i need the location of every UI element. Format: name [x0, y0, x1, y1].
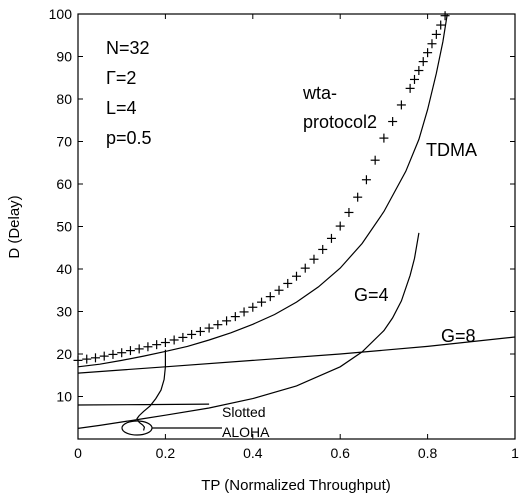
y-axis-ticks: 10 20 30 40 50 60 70 80 90 100 [49, 6, 515, 405]
data-point [353, 192, 363, 202]
data-point [388, 117, 398, 127]
data-point [82, 354, 92, 364]
data-point [160, 338, 170, 348]
data-point [178, 332, 188, 342]
data-point [283, 278, 293, 288]
data-point [143, 342, 153, 352]
x-tick-label: 1 [511, 445, 519, 461]
series-wta-protocol2 [73, 11, 450, 365]
data-point [396, 100, 406, 110]
data-point [204, 323, 214, 333]
x-axis-ticks: 0 0.2 0.4 0.6 0.8 1 [74, 14, 519, 461]
y-tick-label: 20 [56, 346, 72, 362]
y-tick-label: 100 [49, 6, 73, 22]
data-point [423, 48, 433, 58]
y-tick-label: 10 [56, 389, 72, 405]
label-aloha-line1: Slotted [222, 404, 266, 420]
label-g8: G=8 [441, 326, 476, 346]
data-point [125, 346, 135, 356]
param-p: p=0.5 [106, 128, 152, 148]
data-point [440, 11, 450, 21]
data-point [431, 29, 441, 39]
y-tick-label: 90 [56, 49, 72, 65]
data-point [239, 307, 249, 317]
y-tick-label: 40 [56, 261, 72, 277]
x-axis-title: TP (Normalized Throughput) [201, 477, 391, 494]
data-point [213, 320, 223, 330]
label-g4: G=4 [354, 285, 389, 305]
param-n: N=32 [106, 38, 150, 58]
data-point [248, 302, 258, 312]
param-l: L=4 [106, 98, 137, 118]
series-line-flat [77, 403, 210, 406]
y-tick-label: 60 [56, 176, 72, 192]
x-tick-label: 0 [74, 445, 82, 461]
data-point [326, 233, 336, 243]
y-tick-label: 50 [56, 219, 72, 235]
data-point [409, 74, 419, 84]
data-point [222, 316, 232, 326]
data-point [187, 329, 197, 339]
data-point [117, 348, 127, 358]
x-tick-label: 0.4 [243, 445, 263, 461]
x-tick-label: 0.8 [418, 445, 438, 461]
data-point [134, 344, 144, 354]
x-tick-label: 0.6 [330, 445, 350, 461]
y-tick-label: 70 [56, 134, 72, 150]
y-tick-label: 30 [56, 304, 72, 320]
label-aloha-line2: ALOHA [222, 424, 270, 440]
aloha-marker-ellipse [121, 420, 153, 436]
data-point [169, 335, 179, 345]
series-line-g-4 [77, 232, 420, 429]
label-wta-line2: protocol2 [303, 112, 377, 132]
data-point [405, 83, 415, 93]
data-point [436, 20, 446, 30]
series-line-g-8 [77, 336, 516, 374]
data-point [292, 271, 301, 281]
label-wta-line1: wta- [302, 83, 337, 103]
data-point [274, 285, 284, 295]
data-point [73, 355, 83, 365]
data-point [265, 292, 275, 302]
data-point [257, 297, 267, 307]
series-line-slotted-aloha [136, 349, 166, 431]
data-point [335, 221, 345, 231]
data-point [90, 353, 100, 363]
data-point [418, 57, 428, 67]
data-point [361, 175, 371, 185]
y-tick-label: 80 [56, 91, 72, 107]
y-axis-title: D (Delay) [6, 195, 23, 258]
series-line-tdma [77, 13, 448, 368]
data-point [195, 326, 205, 336]
label-tdma: TDMA [426, 140, 477, 160]
x-tick-label: 0.2 [156, 445, 176, 461]
data-point [379, 133, 389, 143]
data-point [370, 155, 380, 165]
parameter-block: N=32 Γ=2 L=4 p=0.5 [106, 38, 152, 148]
data-point [318, 244, 328, 254]
data-point [309, 254, 319, 264]
data-point [414, 66, 424, 76]
data-point [108, 349, 118, 359]
data-point [230, 312, 240, 322]
plot-frame [77, 13, 516, 440]
data-point [152, 340, 162, 350]
param-gamma: Γ=2 [106, 68, 136, 88]
series-layer [73, 11, 516, 431]
data-point [99, 351, 109, 361]
data-point [344, 207, 354, 217]
data-point [300, 263, 310, 273]
data-point [427, 39, 437, 49]
